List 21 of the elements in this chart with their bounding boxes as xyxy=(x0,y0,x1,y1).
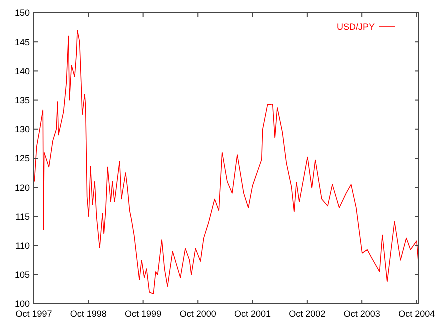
y-tick-label: 145 xyxy=(14,37,30,48)
line-series xyxy=(34,30,420,295)
x-tick-label: Oct 1998 xyxy=(70,309,107,319)
y-tick-label: 150 xyxy=(14,8,30,18)
y-tick-label: 100 xyxy=(14,299,30,310)
y-tick-label: 110 xyxy=(16,240,30,251)
legend-label: USD/JPY xyxy=(336,22,375,32)
y-tick-label: 115 xyxy=(16,212,30,222)
x-tick-label: Oct 2001 xyxy=(234,309,272,319)
y-tick-label: 135 xyxy=(14,95,30,106)
y-tick-label: 130 xyxy=(14,124,30,135)
y-tick-label: 120 xyxy=(14,182,30,193)
y-tick-label: 125 xyxy=(14,154,30,164)
x-tick-label: Oct 2003 xyxy=(344,309,380,319)
x-tick-label: Oct 2002 xyxy=(289,309,326,319)
y-tick-label: 140 xyxy=(14,66,30,76)
y-tick-label: 105 xyxy=(14,270,30,280)
x-tick-label: Oct 2000 xyxy=(180,309,216,319)
x-tick-label: Oct 2004 xyxy=(398,309,436,319)
x-tick-label: Oct 1999 xyxy=(125,309,162,319)
x-tick-label: Oct 1997 xyxy=(16,309,52,319)
